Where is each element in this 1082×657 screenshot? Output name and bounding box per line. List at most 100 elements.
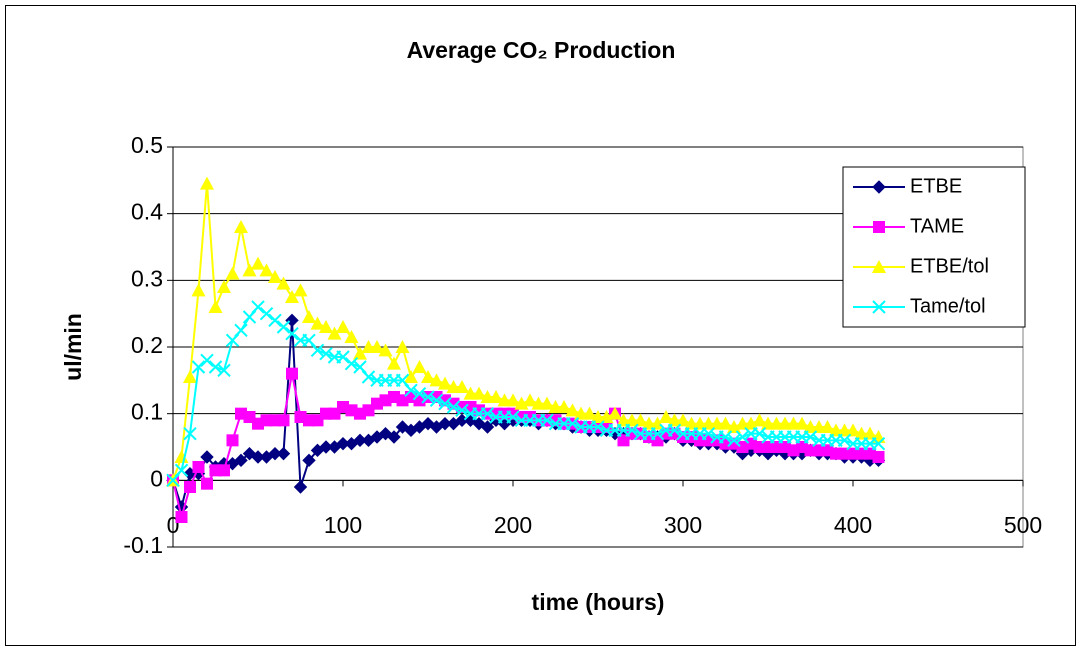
marker xyxy=(820,420,835,433)
marker xyxy=(873,221,885,233)
y-tick-label: 0.2 xyxy=(131,332,163,358)
y-tick-label: -0.1 xyxy=(123,532,163,558)
legend xyxy=(842,166,1026,328)
marker xyxy=(872,451,885,463)
marker xyxy=(302,310,316,323)
marker xyxy=(404,370,418,383)
marker xyxy=(506,410,520,424)
marker xyxy=(361,370,376,384)
marker xyxy=(506,393,520,407)
x-tick-label: 500 xyxy=(1004,512,1042,538)
marker xyxy=(336,320,350,333)
marker xyxy=(455,380,469,393)
x-tick-label: 200 xyxy=(494,512,532,538)
marker xyxy=(718,430,733,444)
marker xyxy=(174,450,189,463)
marker xyxy=(421,416,435,431)
marker xyxy=(293,480,308,494)
marker xyxy=(276,276,291,290)
marker xyxy=(286,367,298,380)
marker xyxy=(752,413,767,427)
marker xyxy=(242,446,257,461)
marker xyxy=(310,316,325,330)
marker xyxy=(438,376,452,390)
marker xyxy=(183,370,197,383)
marker xyxy=(251,300,265,314)
marker xyxy=(268,313,282,328)
marker xyxy=(200,450,214,464)
marker xyxy=(276,446,291,461)
marker xyxy=(353,360,367,374)
marker xyxy=(565,416,580,431)
marker xyxy=(191,283,206,297)
marker xyxy=(565,403,580,417)
marker xyxy=(837,433,852,448)
y-tick-label: 0 xyxy=(150,465,163,491)
marker xyxy=(259,263,274,277)
marker xyxy=(412,360,427,373)
legend-label: TAME xyxy=(910,215,964,237)
legend-label: Tame/tol xyxy=(910,295,986,317)
marker xyxy=(225,266,240,280)
marker xyxy=(727,420,741,433)
y-axis-label: ul/min xyxy=(60,313,86,381)
marker xyxy=(183,426,197,441)
marker xyxy=(795,416,809,430)
marker xyxy=(293,283,308,297)
y-tick-label: 0.4 xyxy=(131,199,163,225)
marker xyxy=(676,413,690,427)
marker xyxy=(650,426,665,441)
marker xyxy=(285,326,299,341)
marker xyxy=(234,453,248,468)
x-tick-label: 100 xyxy=(324,512,362,538)
marker xyxy=(480,420,495,434)
marker xyxy=(421,370,435,383)
marker xyxy=(591,420,605,434)
marker xyxy=(429,373,444,387)
legend-label: ETBE/tol xyxy=(910,255,989,277)
marker xyxy=(378,343,393,357)
marker xyxy=(659,410,673,423)
marker xyxy=(200,353,214,368)
marker xyxy=(514,396,529,410)
marker xyxy=(302,333,316,348)
marker xyxy=(667,423,682,438)
marker xyxy=(217,280,231,293)
marker xyxy=(633,413,648,427)
y-tick-label: 0.5 xyxy=(131,132,163,158)
marker xyxy=(184,481,196,493)
marker xyxy=(735,430,750,444)
marker xyxy=(387,430,401,444)
marker xyxy=(242,310,257,324)
marker xyxy=(718,416,733,430)
marker xyxy=(226,434,239,447)
marker xyxy=(268,270,282,283)
marker xyxy=(429,393,444,408)
marker xyxy=(863,426,877,440)
marker xyxy=(251,256,265,270)
marker xyxy=(744,416,758,430)
marker xyxy=(872,300,886,314)
chart-title: Average CO₂ Production xyxy=(407,37,676,63)
marker xyxy=(370,340,384,353)
marker xyxy=(872,180,886,194)
marker xyxy=(276,320,291,334)
marker xyxy=(803,430,818,444)
marker xyxy=(319,320,333,333)
marker xyxy=(217,363,231,378)
marker xyxy=(259,306,274,321)
marker xyxy=(701,426,716,441)
marker xyxy=(404,383,418,398)
marker xyxy=(174,463,189,478)
series xyxy=(166,176,886,487)
marker xyxy=(846,423,860,437)
marker xyxy=(175,511,188,523)
marker xyxy=(599,410,614,423)
marker xyxy=(387,356,401,370)
marker xyxy=(540,396,554,410)
marker xyxy=(395,340,410,353)
marker xyxy=(336,350,350,364)
marker xyxy=(201,477,213,490)
marker xyxy=(234,220,248,233)
